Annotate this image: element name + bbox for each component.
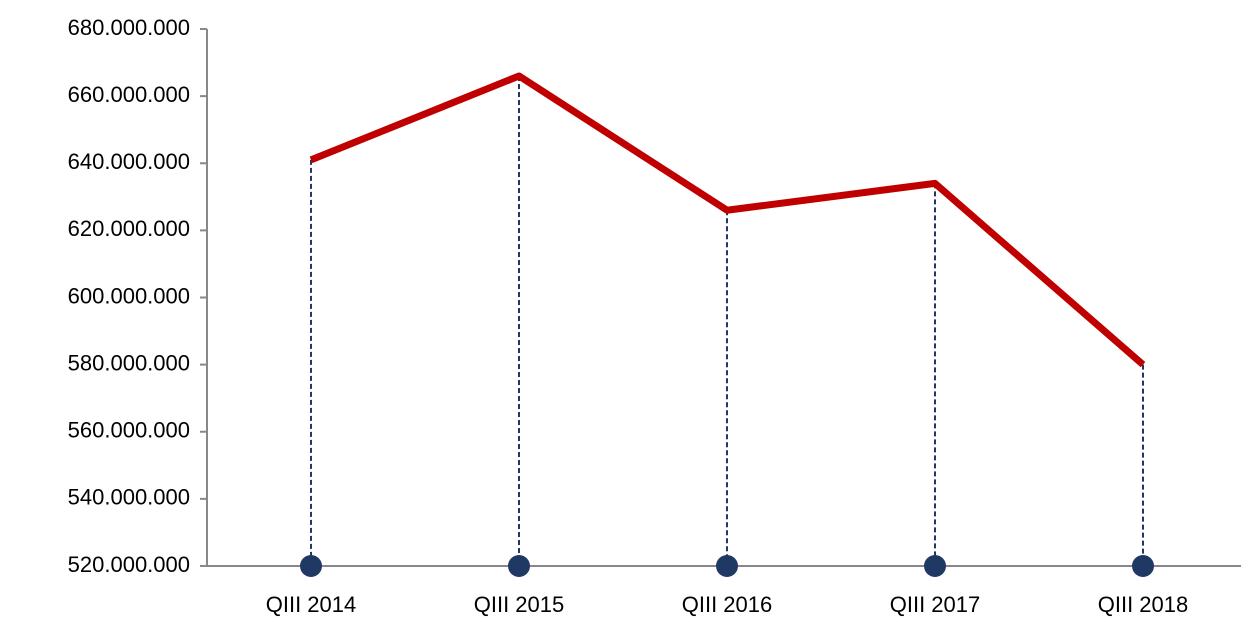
- x-tick-label: QIII 2018: [1098, 592, 1189, 617]
- baseline-dot: [716, 555, 738, 577]
- y-tick-label: 640.000.000: [68, 149, 190, 174]
- baseline-dot: [300, 555, 322, 577]
- baseline-dot: [508, 555, 530, 577]
- y-tick-label: 520.000.000: [68, 552, 190, 577]
- y-tick-label: 680.000.000: [68, 15, 190, 40]
- x-tick-label: QIII 2016: [682, 592, 773, 617]
- baseline-dot: [924, 555, 946, 577]
- y-tick-label: 660.000.000: [68, 82, 190, 107]
- y-tick-label: 600.000.000: [68, 283, 190, 308]
- x-tick-label: QIII 2014: [266, 592, 357, 617]
- y-tick-label: 580.000.000: [68, 350, 190, 375]
- x-tick-label: QIII 2017: [890, 592, 981, 617]
- y-tick-label: 620.000.000: [68, 216, 190, 241]
- baseline-dot: [1132, 555, 1154, 577]
- series-line: [309, 72, 1146, 368]
- x-tick-label: QIII 2015: [474, 592, 565, 617]
- y-tick-label: 560.000.000: [68, 418, 190, 443]
- y-tick-label: 540.000.000: [68, 485, 190, 510]
